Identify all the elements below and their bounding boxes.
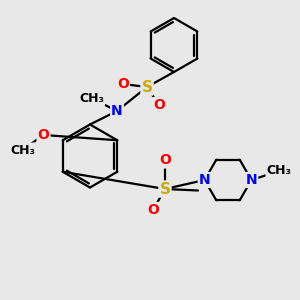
Text: CH₃: CH₃	[79, 92, 104, 106]
Text: O: O	[117, 77, 129, 91]
Text: O: O	[159, 154, 171, 167]
Text: S: S	[142, 80, 152, 94]
Text: CH₃: CH₃	[266, 164, 292, 178]
Text: O: O	[153, 98, 165, 112]
Text: S: S	[160, 182, 170, 196]
Text: N: N	[199, 173, 210, 187]
Text: O: O	[147, 203, 159, 217]
Text: CH₃: CH₃	[10, 143, 35, 157]
Text: N: N	[246, 173, 257, 187]
Text: O: O	[38, 128, 50, 142]
Text: N: N	[111, 104, 123, 118]
